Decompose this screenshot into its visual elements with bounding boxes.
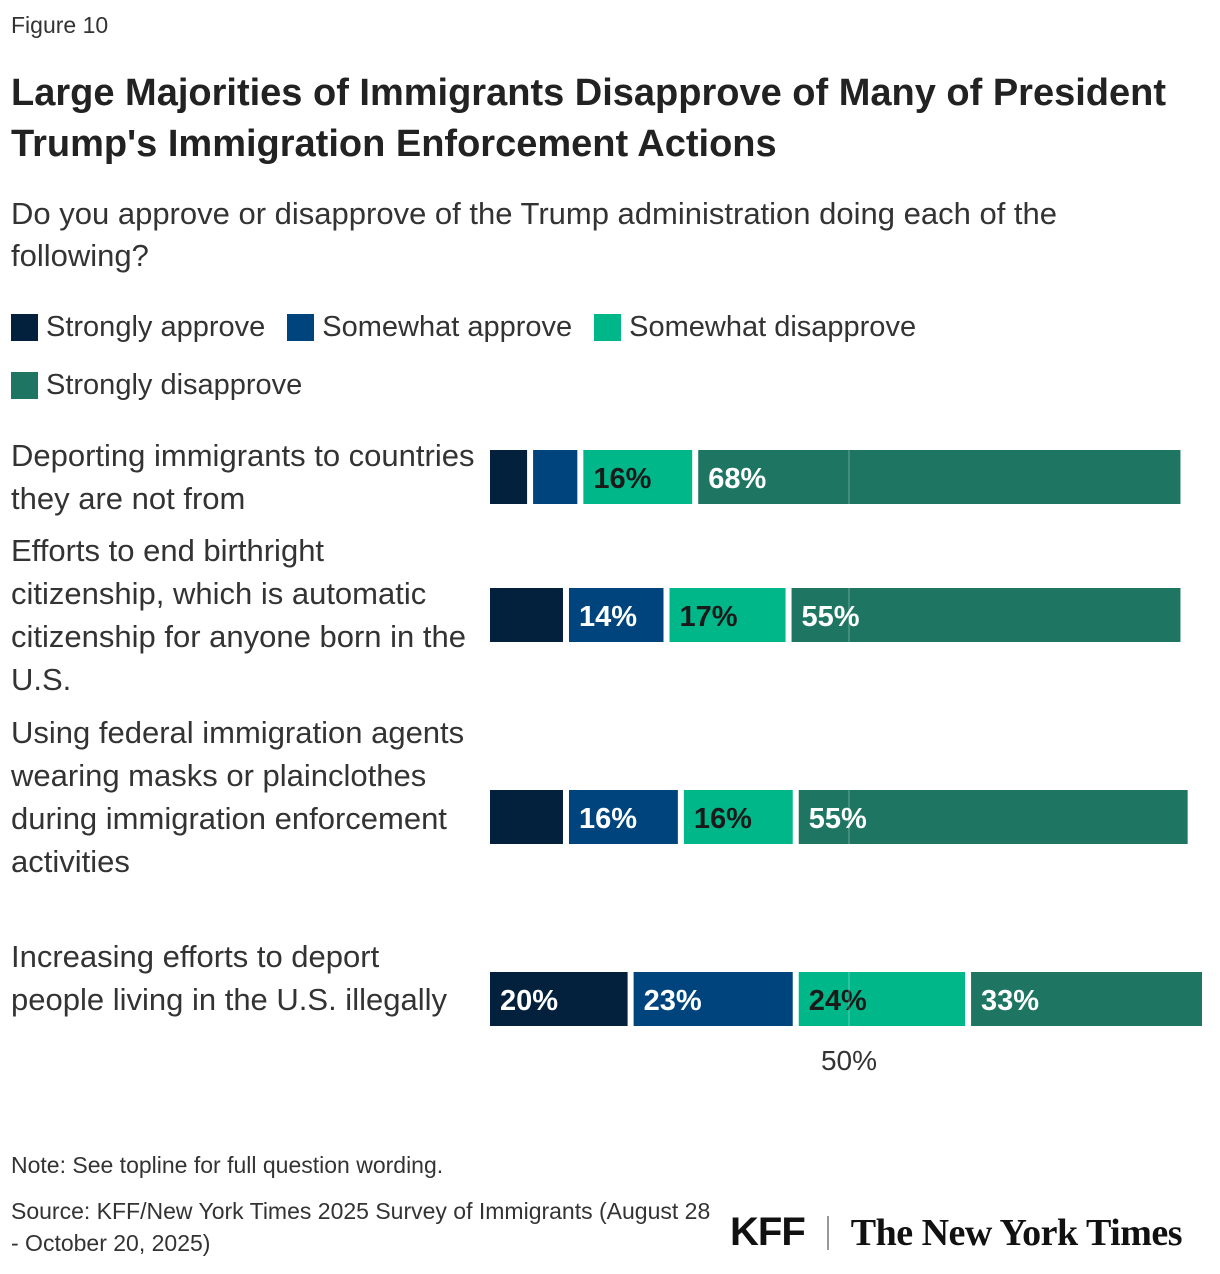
bar-strongly-approve-row-1 bbox=[490, 450, 528, 504]
data-label-somewhat-disapprove-row-4: 24% bbox=[809, 985, 867, 1017]
bar-somewhat-disapprove-row-4 bbox=[798, 972, 966, 1026]
legend-item-strongly-disapprove: Strongly disapprove bbox=[11, 363, 302, 407]
data-label-somewhat-approve-row-3: 16% bbox=[579, 803, 637, 835]
data-label-strongly-disapprove-row-2: 55% bbox=[802, 601, 860, 633]
legend-swatch-strongly-disapprove bbox=[11, 371, 38, 399]
bar-strongly-disapprove-row-1 bbox=[698, 450, 1181, 504]
logos: KFF The New York Times bbox=[730, 1210, 1183, 1255]
bar-somewhat-approve-row-3 bbox=[568, 790, 678, 844]
data-label-somewhat-disapprove-row-3: 16% bbox=[694, 803, 752, 835]
bar-strongly-approve-row-3 bbox=[490, 790, 563, 844]
chart-title: Large Majorities of Immigrants Disapprov… bbox=[11, 72, 1167, 165]
source-note: Source: KFF/New York Times 2025 Survey o… bbox=[11, 1198, 711, 1256]
legend-item-strongly-approve: Strongly approve bbox=[11, 305, 265, 349]
chart-subtitle: Do you approve or disapprove of the Trum… bbox=[11, 196, 1058, 273]
legend-label-somewhat-disapprove: Somewhat disapprove bbox=[629, 310, 917, 343]
bar-strongly-disapprove-row-3 bbox=[798, 790, 1188, 844]
legend-label-strongly-disapprove: Strongly disapprove bbox=[46, 368, 303, 401]
row-label-birthright-citizenship: Efforts to end birthright citizenship, w… bbox=[11, 533, 466, 697]
row-label-increasing-deportations: Increasing efforts to deport people livi… bbox=[11, 939, 447, 1017]
data-label-somewhat-disapprove-row-1: 16% bbox=[593, 463, 651, 495]
footnote: Note: See topline for full question word… bbox=[11, 1152, 444, 1178]
nyt-logo: The New York Times bbox=[850, 1211, 1183, 1254]
logo-divider bbox=[826, 1215, 829, 1250]
kff-logo: KFF bbox=[730, 1210, 806, 1254]
bar-strongly-disapprove-row-4 bbox=[971, 972, 1202, 1026]
bar-somewhat-approve-row-4 bbox=[633, 972, 793, 1026]
bar-somewhat-approve-row-2 bbox=[568, 588, 664, 642]
data-label-somewhat-disapprove-row-2: 17% bbox=[680, 601, 738, 633]
legend-swatch-somewhat-disapprove bbox=[594, 313, 622, 341]
data-label-strongly-approve-row-4: 20% bbox=[500, 985, 558, 1017]
bar-somewhat-disapprove-row-3 bbox=[683, 790, 793, 844]
data-label-strongly-disapprove-row-4: 33% bbox=[981, 985, 1039, 1017]
legend: Strongly approve Somewhat approve Somewh… bbox=[11, 305, 1191, 407]
bar-strongly-approve-row-4 bbox=[490, 972, 628, 1026]
data-label-strongly-disapprove-row-3: 55% bbox=[809, 803, 867, 835]
legend-label-somewhat-approve: Somewhat approve bbox=[322, 310, 573, 343]
bar-somewhat-approve-row-1 bbox=[533, 450, 578, 504]
bar-strongly-approve-row-2 bbox=[490, 588, 563, 642]
bar-somewhat-disapprove-row-2 bbox=[669, 588, 786, 642]
legend-swatch-somewhat-approve bbox=[287, 313, 315, 341]
data-label-somewhat-approve-row-2: 14% bbox=[579, 601, 637, 633]
row-label-masked-agents: Using federal immigration agents wearing… bbox=[11, 715, 465, 879]
legend-item-somewhat-disapprove: Somewhat disapprove bbox=[594, 305, 916, 349]
row-label-deporting-other-countries: Deporting immigrants to countries they a… bbox=[11, 438, 475, 516]
data-label-somewhat-approve-row-4: 23% bbox=[644, 985, 702, 1017]
bar-somewhat-disapprove-row-1 bbox=[583, 450, 693, 504]
data-label-strongly-disapprove-row-1: 68% bbox=[708, 463, 766, 495]
reference-line-label: 50% bbox=[821, 1045, 877, 1076]
legend-swatch-strongly-approve bbox=[11, 313, 38, 341]
figure-label: Figure 10 bbox=[11, 12, 109, 38]
bar-strongly-disapprove-row-2 bbox=[791, 588, 1181, 642]
legend-label-strongly-approve: Strongly approve bbox=[46, 310, 266, 343]
legend-item-somewhat-approve: Somewhat approve bbox=[287, 305, 572, 349]
